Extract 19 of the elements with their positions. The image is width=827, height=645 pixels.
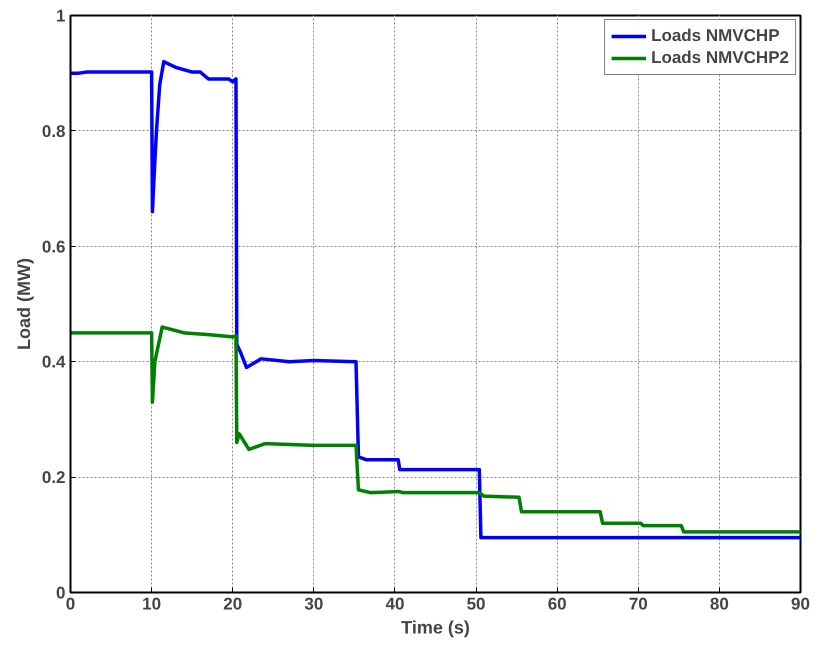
x-tick-label: 50: [466, 594, 486, 614]
x-tick-label: 40: [385, 594, 404, 614]
y-tick-label: 1: [56, 6, 66, 26]
y-tick-label: 0.4: [42, 352, 66, 372]
y-axis-title: Load (MW): [14, 258, 34, 350]
legend-label: Loads NMVCHP2: [651, 48, 789, 68]
x-tick-label: 90: [791, 594, 810, 614]
y-tick-label: 0.6: [42, 237, 66, 256]
x-tick-label: 10: [142, 594, 162, 614]
x-tick-label: 30: [304, 594, 324, 614]
y-tick-label: 0.8: [42, 122, 66, 141]
x-axis-title: Time (s): [401, 618, 470, 638]
legend-label: Loads NMVCHP: [651, 26, 780, 46]
x-tick-label: 80: [710, 594, 729, 614]
x-tick-label: 60: [548, 594, 567, 614]
x-tick-label: 20: [223, 594, 242, 614]
x-tick-label: 70: [628, 594, 648, 614]
y-tick-label: 0.2: [42, 468, 66, 488]
line-series: [70, 325, 800, 534]
